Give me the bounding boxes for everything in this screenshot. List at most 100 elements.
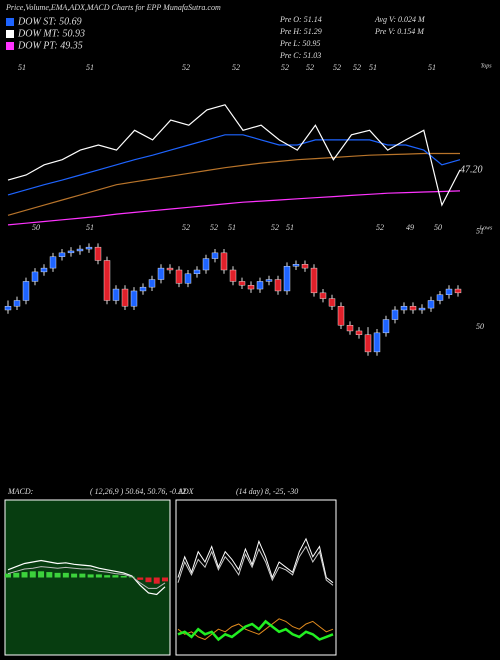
top-label: 52 [353,63,361,72]
candle-body [229,269,237,282]
candle-body [67,250,75,254]
histogram-bar [46,572,53,578]
candle-body [85,246,93,250]
candle-body [328,298,336,307]
candle-body [391,309,399,320]
series-line [7,152,460,216]
candle-body [445,288,453,295]
low-label: 52 [271,223,279,232]
candle-body [364,334,372,353]
candle-body [130,290,138,307]
low-label: 52 [182,223,190,232]
info-text: Pre O: 51.14 [279,15,322,24]
candle-body [355,330,363,335]
candle-body [31,271,39,282]
candle-body [184,273,192,284]
legend-label: DOW MT: 50.93 [17,28,85,39]
info-text: Pre L: 50.95 [279,39,320,48]
candle-body [346,325,354,332]
histogram-bar [13,572,20,578]
candle-body [409,305,417,311]
candle-body [4,305,12,311]
candle-body [292,264,300,267]
candle-body [13,300,21,307]
histogram-bar [62,572,69,578]
tops-label: Tops [480,63,492,69]
series-line [7,559,166,596]
y-tick-label: 51 [476,227,484,236]
top-label: 51 [369,63,377,72]
histogram-bar [153,577,160,584]
low-label: 51 [228,223,236,232]
top-label: 52 [306,63,314,72]
low-label: 52 [210,223,218,232]
last-label: 47.20 [460,164,483,175]
histogram-bar [137,577,144,580]
histogram-bar [54,572,61,578]
candle-body [310,267,318,294]
candle-body [22,281,30,301]
lows-label: Lows [479,225,493,231]
top-label: 52 [281,63,289,72]
info-text: Pre C: 51.03 [279,51,321,60]
info-text: Avg V: 0.024 M [374,15,426,24]
histogram-bar [21,572,28,578]
legend-label: DOW ST: 50.69 [17,16,82,27]
low-label: 51 [86,223,94,232]
series-line [7,190,461,226]
low-label: 49 [406,223,414,232]
legend-swatch [6,30,14,38]
candle-body [238,281,246,286]
histogram-bar [87,574,94,578]
candle-body [247,285,255,290]
series-line [7,566,166,589]
candle-body [265,279,273,282]
low-label: 52 [376,223,384,232]
histogram-bar [79,573,86,578]
candle-body [40,267,48,273]
candle-body [400,305,408,311]
candle-body [202,258,210,271]
candle-body [382,319,390,334]
low-label: 50 [32,223,40,232]
candle-body [373,332,381,353]
histogram-bar [145,577,152,583]
candle-body [256,281,264,290]
info-text: Pre H: 51.29 [279,27,322,36]
candle-body [211,252,219,259]
top-label: 51 [428,63,436,72]
series-line [177,618,334,641]
candle-body [139,286,147,292]
candle-body [58,252,66,257]
legend-swatch [6,18,14,26]
histogram-bar [95,574,102,578]
histogram-bar [5,573,11,578]
series-line [177,545,334,586]
adx-panel [175,499,337,656]
top-label: 52 [182,63,190,72]
macd-params: ( 12,26,9 ) 50.64, 50.76, -0.12 [90,487,186,496]
y-tick-label: 50 [476,322,484,331]
histogram-bar [162,577,168,582]
series-line [177,537,334,584]
top-label: 51 [18,63,26,72]
candle-body [301,264,309,269]
legend-swatch [6,42,14,50]
histogram-bar [120,575,127,578]
histogram-bar [38,571,45,578]
candle-body [76,248,84,252]
low-label: 50 [434,223,442,232]
candle-body [49,256,57,269]
series-line [7,104,461,207]
top-label: 52 [232,63,240,72]
histogram-bar [71,573,78,578]
candle-body [94,246,102,261]
candle-body [193,269,201,275]
macd-panel [4,499,171,656]
candle-body [220,252,228,271]
top-label: 52 [333,63,341,72]
candle-body [274,279,282,292]
candle-body [103,260,111,301]
